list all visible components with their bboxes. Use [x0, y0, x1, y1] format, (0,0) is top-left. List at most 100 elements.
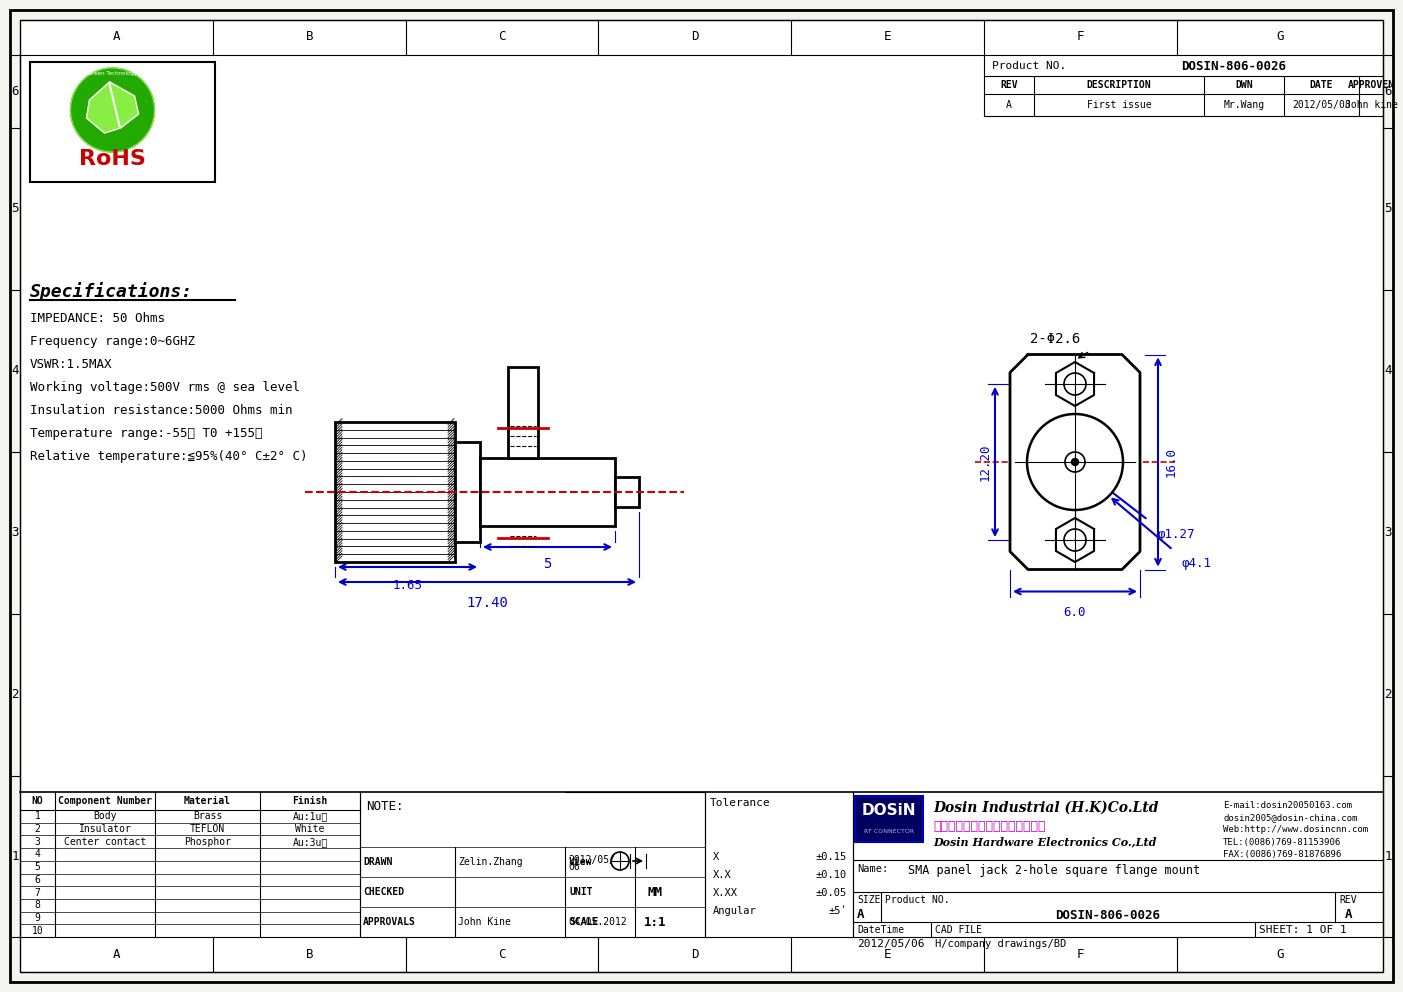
Text: 10: 10 — [32, 926, 43, 935]
Text: Brass: Brass — [192, 811, 222, 821]
Text: Component Number: Component Number — [58, 796, 152, 806]
Text: C: C — [498, 31, 505, 44]
Text: A: A — [112, 31, 121, 44]
Text: B: B — [306, 31, 313, 44]
Text: A: A — [1345, 908, 1352, 921]
Text: Material: Material — [184, 796, 231, 806]
Text: Frequency range:0~6GHZ: Frequency range:0~6GHZ — [29, 335, 195, 348]
Text: 5: 5 — [35, 862, 41, 872]
Text: ±0.10: ±0.10 — [815, 870, 847, 880]
Text: Green Technology: Green Technology — [88, 71, 137, 76]
Text: F: F — [1076, 948, 1085, 961]
Text: DOSiN: DOSiN — [861, 804, 916, 818]
Text: 2: 2 — [1385, 688, 1392, 701]
Text: Angular: Angular — [713, 906, 756, 916]
Text: G: G — [1277, 948, 1284, 961]
Text: E-mail:dosin20050163.com: E-mail:dosin20050163.com — [1223, 802, 1352, 810]
Text: D: D — [690, 31, 699, 44]
Polygon shape — [87, 82, 139, 133]
Text: 17.40: 17.40 — [466, 596, 508, 610]
Text: REV: REV — [1000, 80, 1017, 90]
Text: A: A — [1006, 100, 1012, 110]
Text: Dosin Industrial (H.K)Co.Ltd: Dosin Industrial (H.K)Co.Ltd — [933, 801, 1159, 815]
Text: 12.20: 12.20 — [979, 443, 992, 481]
Text: ±0.15: ±0.15 — [815, 852, 847, 862]
Text: 4: 4 — [1385, 364, 1392, 378]
Text: SHEET: 1 OF 1: SHEET: 1 OF 1 — [1258, 925, 1347, 935]
Text: B: B — [306, 948, 313, 961]
Text: Name:: Name: — [857, 864, 888, 874]
Text: 5: 5 — [543, 557, 551, 571]
Text: ±5ʹ: ±5ʹ — [828, 906, 847, 916]
Text: 2: 2 — [35, 824, 41, 834]
Bar — [335, 422, 455, 562]
Text: Center contact: Center contact — [65, 836, 146, 847]
Text: F: F — [1076, 31, 1085, 44]
Text: Phosphor: Phosphor — [184, 836, 231, 847]
Text: FAX:(0086)769-81876896: FAX:(0086)769-81876896 — [1223, 849, 1341, 858]
Bar — [480, 458, 615, 526]
Text: Zelin.Zhang: Zelin.Zhang — [457, 857, 523, 867]
Circle shape — [1063, 529, 1086, 551]
Text: Product NO.: Product NO. — [885, 895, 950, 905]
Text: Tolerance: Tolerance — [710, 798, 770, 808]
Text: 6: 6 — [35, 875, 41, 885]
Text: DOSIN-806-0026: DOSIN-806-0026 — [1181, 60, 1287, 72]
Text: First issue: First issue — [1087, 100, 1152, 110]
Polygon shape — [1010, 354, 1141, 569]
Text: NO: NO — [32, 796, 43, 806]
Text: John kine: John kine — [1344, 100, 1397, 110]
Text: 4: 4 — [11, 364, 18, 378]
Text: Insulation resistance:5000 Ohms min: Insulation resistance:5000 Ohms min — [29, 404, 292, 417]
Text: REV: REV — [1338, 895, 1357, 905]
Text: A: A — [112, 948, 121, 961]
Circle shape — [1072, 458, 1079, 465]
Text: RF CONNECTOR: RF CONNECTOR — [864, 829, 915, 834]
Text: Dosin Hardware Electronics Co.,Ltd: Dosin Hardware Electronics Co.,Ltd — [933, 836, 1156, 847]
Text: TEL:(0086)769-81153906: TEL:(0086)769-81153906 — [1223, 837, 1341, 846]
Text: UNIT: UNIT — [570, 887, 592, 897]
Text: MM: MM — [648, 886, 662, 899]
Text: 9: 9 — [35, 913, 41, 923]
Circle shape — [610, 852, 629, 870]
Text: Web:http://www.dosincnn.com: Web:http://www.dosincnn.com — [1223, 825, 1368, 834]
Text: ±0.05: ±0.05 — [815, 888, 847, 898]
Text: SCALE: SCALE — [570, 917, 598, 927]
Text: C: C — [498, 948, 505, 961]
Text: Specifications:: Specifications: — [29, 282, 194, 301]
Text: RoHS: RoHS — [79, 149, 146, 169]
Text: DESCRIPTION: DESCRIPTION — [1087, 80, 1152, 90]
Text: 1: 1 — [1385, 850, 1392, 863]
Text: John Kine: John Kine — [457, 917, 511, 927]
Text: Body: Body — [93, 811, 116, 821]
Text: 06: 06 — [568, 862, 579, 872]
Bar — [455, 442, 480, 542]
Circle shape — [1063, 373, 1086, 395]
Text: View: View — [570, 857, 592, 867]
Circle shape — [1027, 414, 1122, 510]
Text: CHECKED: CHECKED — [363, 887, 404, 897]
Text: 2-Φ2.6: 2-Φ2.6 — [1030, 332, 1080, 346]
Text: A: A — [857, 908, 864, 921]
Text: 8: 8 — [35, 901, 41, 911]
Text: E: E — [884, 948, 891, 961]
Polygon shape — [1056, 362, 1094, 406]
Text: 3: 3 — [1385, 527, 1392, 540]
Text: 6: 6 — [1385, 85, 1392, 98]
Text: Au:3uʺ: Au:3uʺ — [292, 836, 328, 847]
Text: 16.0: 16.0 — [1164, 447, 1179, 477]
Text: DWN: DWN — [1235, 80, 1253, 90]
Text: 3: 3 — [35, 836, 41, 847]
Bar — [615, 477, 638, 507]
Text: Relative temperature:≦95%(40° C±2° C): Relative temperature:≦95%(40° C±2° C) — [29, 450, 307, 463]
Text: φ4.1: φ4.1 — [1181, 557, 1211, 570]
Text: Product NO.: Product NO. — [992, 61, 1066, 71]
Text: NOTE:: NOTE: — [366, 800, 404, 813]
Text: DOSIN-806-0026: DOSIN-806-0026 — [1055, 909, 1160, 922]
Text: 2: 2 — [11, 688, 18, 701]
Text: 4: 4 — [35, 849, 41, 859]
Text: 东莞市德寻五金电子产品有限公司: 东莞市德寻五金电子产品有限公司 — [933, 819, 1045, 832]
Text: 7: 7 — [35, 888, 41, 898]
Text: APPROVALS: APPROVALS — [363, 917, 415, 927]
Text: Insulator: Insulator — [79, 824, 132, 834]
